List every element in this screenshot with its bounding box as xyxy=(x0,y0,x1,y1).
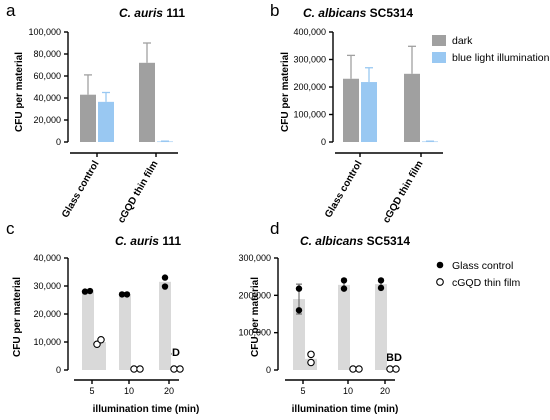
panel-a-category-label: cGQD thin film xyxy=(116,159,161,225)
panel-a-ytick-label: 60,000 xyxy=(33,71,61,81)
panel-d-cgqd-point xyxy=(307,350,315,359)
panel-c-ylabel: CFU per material xyxy=(12,277,23,357)
panel-c-xtick-label: 20 xyxy=(164,386,174,396)
panel-d-cgqd-point xyxy=(392,365,400,373)
panel-label-a: a xyxy=(6,1,16,20)
panel-c-xlabel: illumination time (min) xyxy=(93,404,200,415)
panel-d-glass-point xyxy=(377,277,385,284)
panel-c-ytick-label: 0 xyxy=(56,365,61,375)
panel-a-ylabel: CFU per material xyxy=(14,52,25,132)
panel-c-glass-point xyxy=(81,288,89,295)
panel-b-bar xyxy=(361,82,377,142)
panel-label-c: c xyxy=(6,219,15,238)
panel-b-category-label: cGQD thin film xyxy=(381,159,426,225)
panel-c-cgqd-point xyxy=(130,365,138,373)
panel-b-bar xyxy=(343,78,359,142)
panel-d-cgqd-point xyxy=(307,358,315,367)
panel-d-title: C. albicans SC5314 xyxy=(300,234,410,248)
panel-a-ytick-label: 100,000 xyxy=(28,27,61,37)
panel-c-cgqd-bar xyxy=(94,342,106,370)
panel-a-ytick-label: 80,000 xyxy=(33,49,61,59)
panel-c-ytick-label: 40,000 xyxy=(33,253,61,263)
panel-c-glass-point xyxy=(161,274,169,281)
panel-c-glass-bar xyxy=(119,294,131,370)
legend-blue-swatch xyxy=(432,52,446,63)
legend-blue-label: blue light illumination xyxy=(452,52,550,64)
chart-marks: 0 20,000 40,000 60,000 80,000 100,000 Glass co… xyxy=(28,27,443,396)
panel-b-ytick-label: 300,000 xyxy=(293,55,326,65)
panel-label-b: b xyxy=(270,1,279,20)
panel-d-ytick-label: 300,000 xyxy=(238,253,271,263)
panel-d-glass-point xyxy=(340,277,348,284)
panel-c-xtick-label: 5 xyxy=(89,386,94,396)
panel-b-bar xyxy=(404,73,420,142)
panel-b-ytick-label: 400,000 xyxy=(293,27,326,37)
panel-d-ytick-label: 200,000 xyxy=(238,290,271,300)
panel-c-xtick-label: 10 xyxy=(124,386,134,396)
panel-d-glass-point xyxy=(295,307,303,314)
panel-d-cgqd-point xyxy=(349,365,357,373)
panel-a-ytick-label: 0 xyxy=(56,137,61,147)
panel-c-cgqd-point xyxy=(97,336,105,344)
panel-c-ytick-label: 10,000 xyxy=(33,337,61,347)
panel-b-ytick-label: 200,000 xyxy=(293,82,326,92)
panel-c-glass-point xyxy=(123,291,131,298)
panel-d-cgqd-point xyxy=(355,365,363,373)
legend-dark-label: dark xyxy=(452,35,473,47)
panel-d-ytick-label: 0 xyxy=(266,365,271,375)
legend-bottom: Glass control cGQD thin film xyxy=(436,260,521,289)
panel-b-title: C. albicans SC5314 xyxy=(303,6,413,20)
panel-a-bar xyxy=(98,101,114,142)
panel-c-glass-bar xyxy=(82,291,94,370)
panel-c-glass-bar xyxy=(159,281,171,370)
panel-d-ylabel: CFU per material xyxy=(250,277,261,357)
panel-d-glass-point xyxy=(340,285,348,292)
panel-d-xtick-label: 10 xyxy=(343,386,353,396)
panel-c-cgqd-point xyxy=(176,365,184,373)
legend-glass-marker xyxy=(436,261,444,269)
panel-b-category-label: Glass control xyxy=(323,159,365,220)
panel-d-glass-bar xyxy=(338,284,350,370)
legend-cgqd-label: cGQD thin film xyxy=(452,277,521,289)
legend-top: dark blue light illumination xyxy=(432,35,550,64)
panel-c-glass-point xyxy=(118,291,126,298)
panel-a-category-label: Glass control xyxy=(60,159,102,220)
panel-a-ytick-label: 40,000 xyxy=(33,93,61,103)
legend-dark-swatch xyxy=(432,35,446,46)
panel-d-xlabel: illumination time (min) xyxy=(292,404,399,415)
panel-c-cgqd-point xyxy=(170,365,178,373)
panel-d-bd-label: BD xyxy=(386,352,402,364)
panel-d-glass-point xyxy=(295,285,303,292)
panel-a-title: C. auris 111 xyxy=(119,6,185,20)
legend-cgqd-marker xyxy=(436,278,444,286)
panel-d-cgqd-point xyxy=(386,365,394,373)
panel-c-ytick-label: 20,000 xyxy=(33,309,61,319)
panel-c-glass-point xyxy=(161,283,169,290)
panel-d-xtick-label: 5 xyxy=(300,386,305,396)
panel-a-bar xyxy=(139,62,155,142)
panel-d-xtick-label: 20 xyxy=(380,386,390,396)
panel-d-glass-point xyxy=(377,284,385,292)
panel-d-glass-bar xyxy=(293,299,305,370)
panel-a-ytick-label: 20,000 xyxy=(33,115,61,125)
panel-c-ytick-label: 30,000 xyxy=(33,281,61,291)
panel-b-ytick-label: 100,000 xyxy=(293,110,326,120)
panel-c-title: C. auris 111 xyxy=(115,234,181,248)
panel-c-cgqd-point xyxy=(136,365,144,373)
panel-b-ytick-label: 0 xyxy=(321,137,326,147)
panel-a-bar xyxy=(80,94,96,142)
legend-glass-label: Glass control xyxy=(452,260,513,272)
panel-label-d: d xyxy=(270,219,279,238)
panel-b-ylabel: CFU per material xyxy=(280,52,291,132)
panel-d-glass-bar xyxy=(375,284,387,370)
panel-c-glass-point xyxy=(86,287,94,295)
panel-d-ytick-label: 100,000 xyxy=(238,328,271,338)
